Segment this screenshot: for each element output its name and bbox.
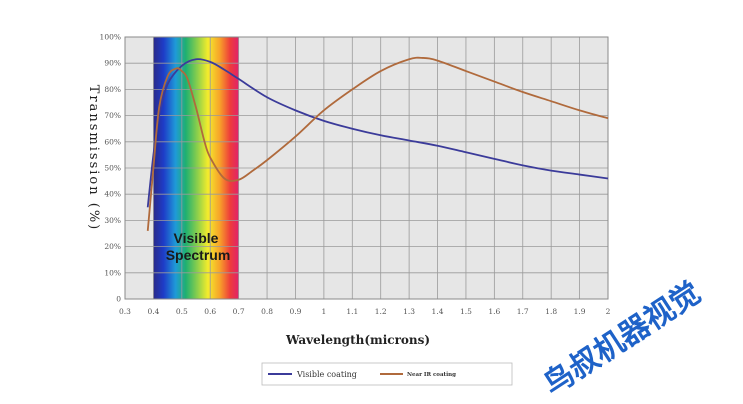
x-tick-label: 0.4 [147,307,159,316]
y-axis-label: Transmission (%) [86,85,101,232]
x-tick-label: 1.3 [403,307,415,316]
spectrum-annotation-line2: Spectrum [166,247,231,263]
legend: Visible coating Near IR coating [261,362,513,386]
y-tick-label: 80% [104,85,121,94]
x-tick-label: 0.9 [290,307,302,316]
x-tick-label: 0.3 [119,307,131,316]
x-tick-label: 1.5 [460,307,472,316]
y-tick-label: 0 [116,295,121,304]
plot-border [124,36,609,300]
grid [124,36,609,300]
x-tick-label: 1.8 [545,307,557,316]
y-tick-label: 70% [104,111,121,120]
x-tick-label: 1 [321,307,326,316]
spectrum-annotation-line1: Visible [174,230,219,246]
series-lines [146,56,609,231]
series-line-near-ir-coating [146,56,609,231]
x-tick-label: 1.1 [346,307,358,316]
x-tick-label: 1.9 [574,307,586,316]
y-tick-label: 100% [100,33,121,42]
x-tick-label: 0.5 [176,307,188,316]
y-tick-labels: 0 10% 20% 30% 40% 50% 60% 70% 80% 90% 100% [100,33,122,304]
x-tick-label: 2 [606,307,611,316]
x-tick-label: 0.6 [204,307,216,316]
y-tick-label: 50% [104,164,121,173]
y-tick-label: 10% [104,268,121,277]
x-tick-label: 0.7 [233,307,245,316]
series-line-visible-coating [146,58,609,208]
y-tick-label: 90% [104,59,121,68]
x-tick-label: 0.8 [261,307,273,316]
y-tick-label: 40% [104,190,121,199]
y-tick-label: 30% [104,216,121,225]
x-tick-labels: 0.3 0.4 0.5 0.6 0.7 0.8 0.9 1 1.1 1.2 1.3 1.4 1.5 1.6… [119,307,611,316]
y-tick-label: 60% [104,137,121,146]
x-axis-label: Wavelength(microns) [285,333,430,347]
legend-label-visible: Visible coating [296,370,357,379]
y-tick-label: 20% [104,242,121,251]
x-tick-label: 1.6 [488,307,500,316]
x-tick-label: 1.4 [432,307,444,316]
legend-label-nir: Near IR coating [407,372,456,378]
x-tick-label: 1.2 [375,307,387,316]
x-tick-label: 1.7 [517,307,529,316]
